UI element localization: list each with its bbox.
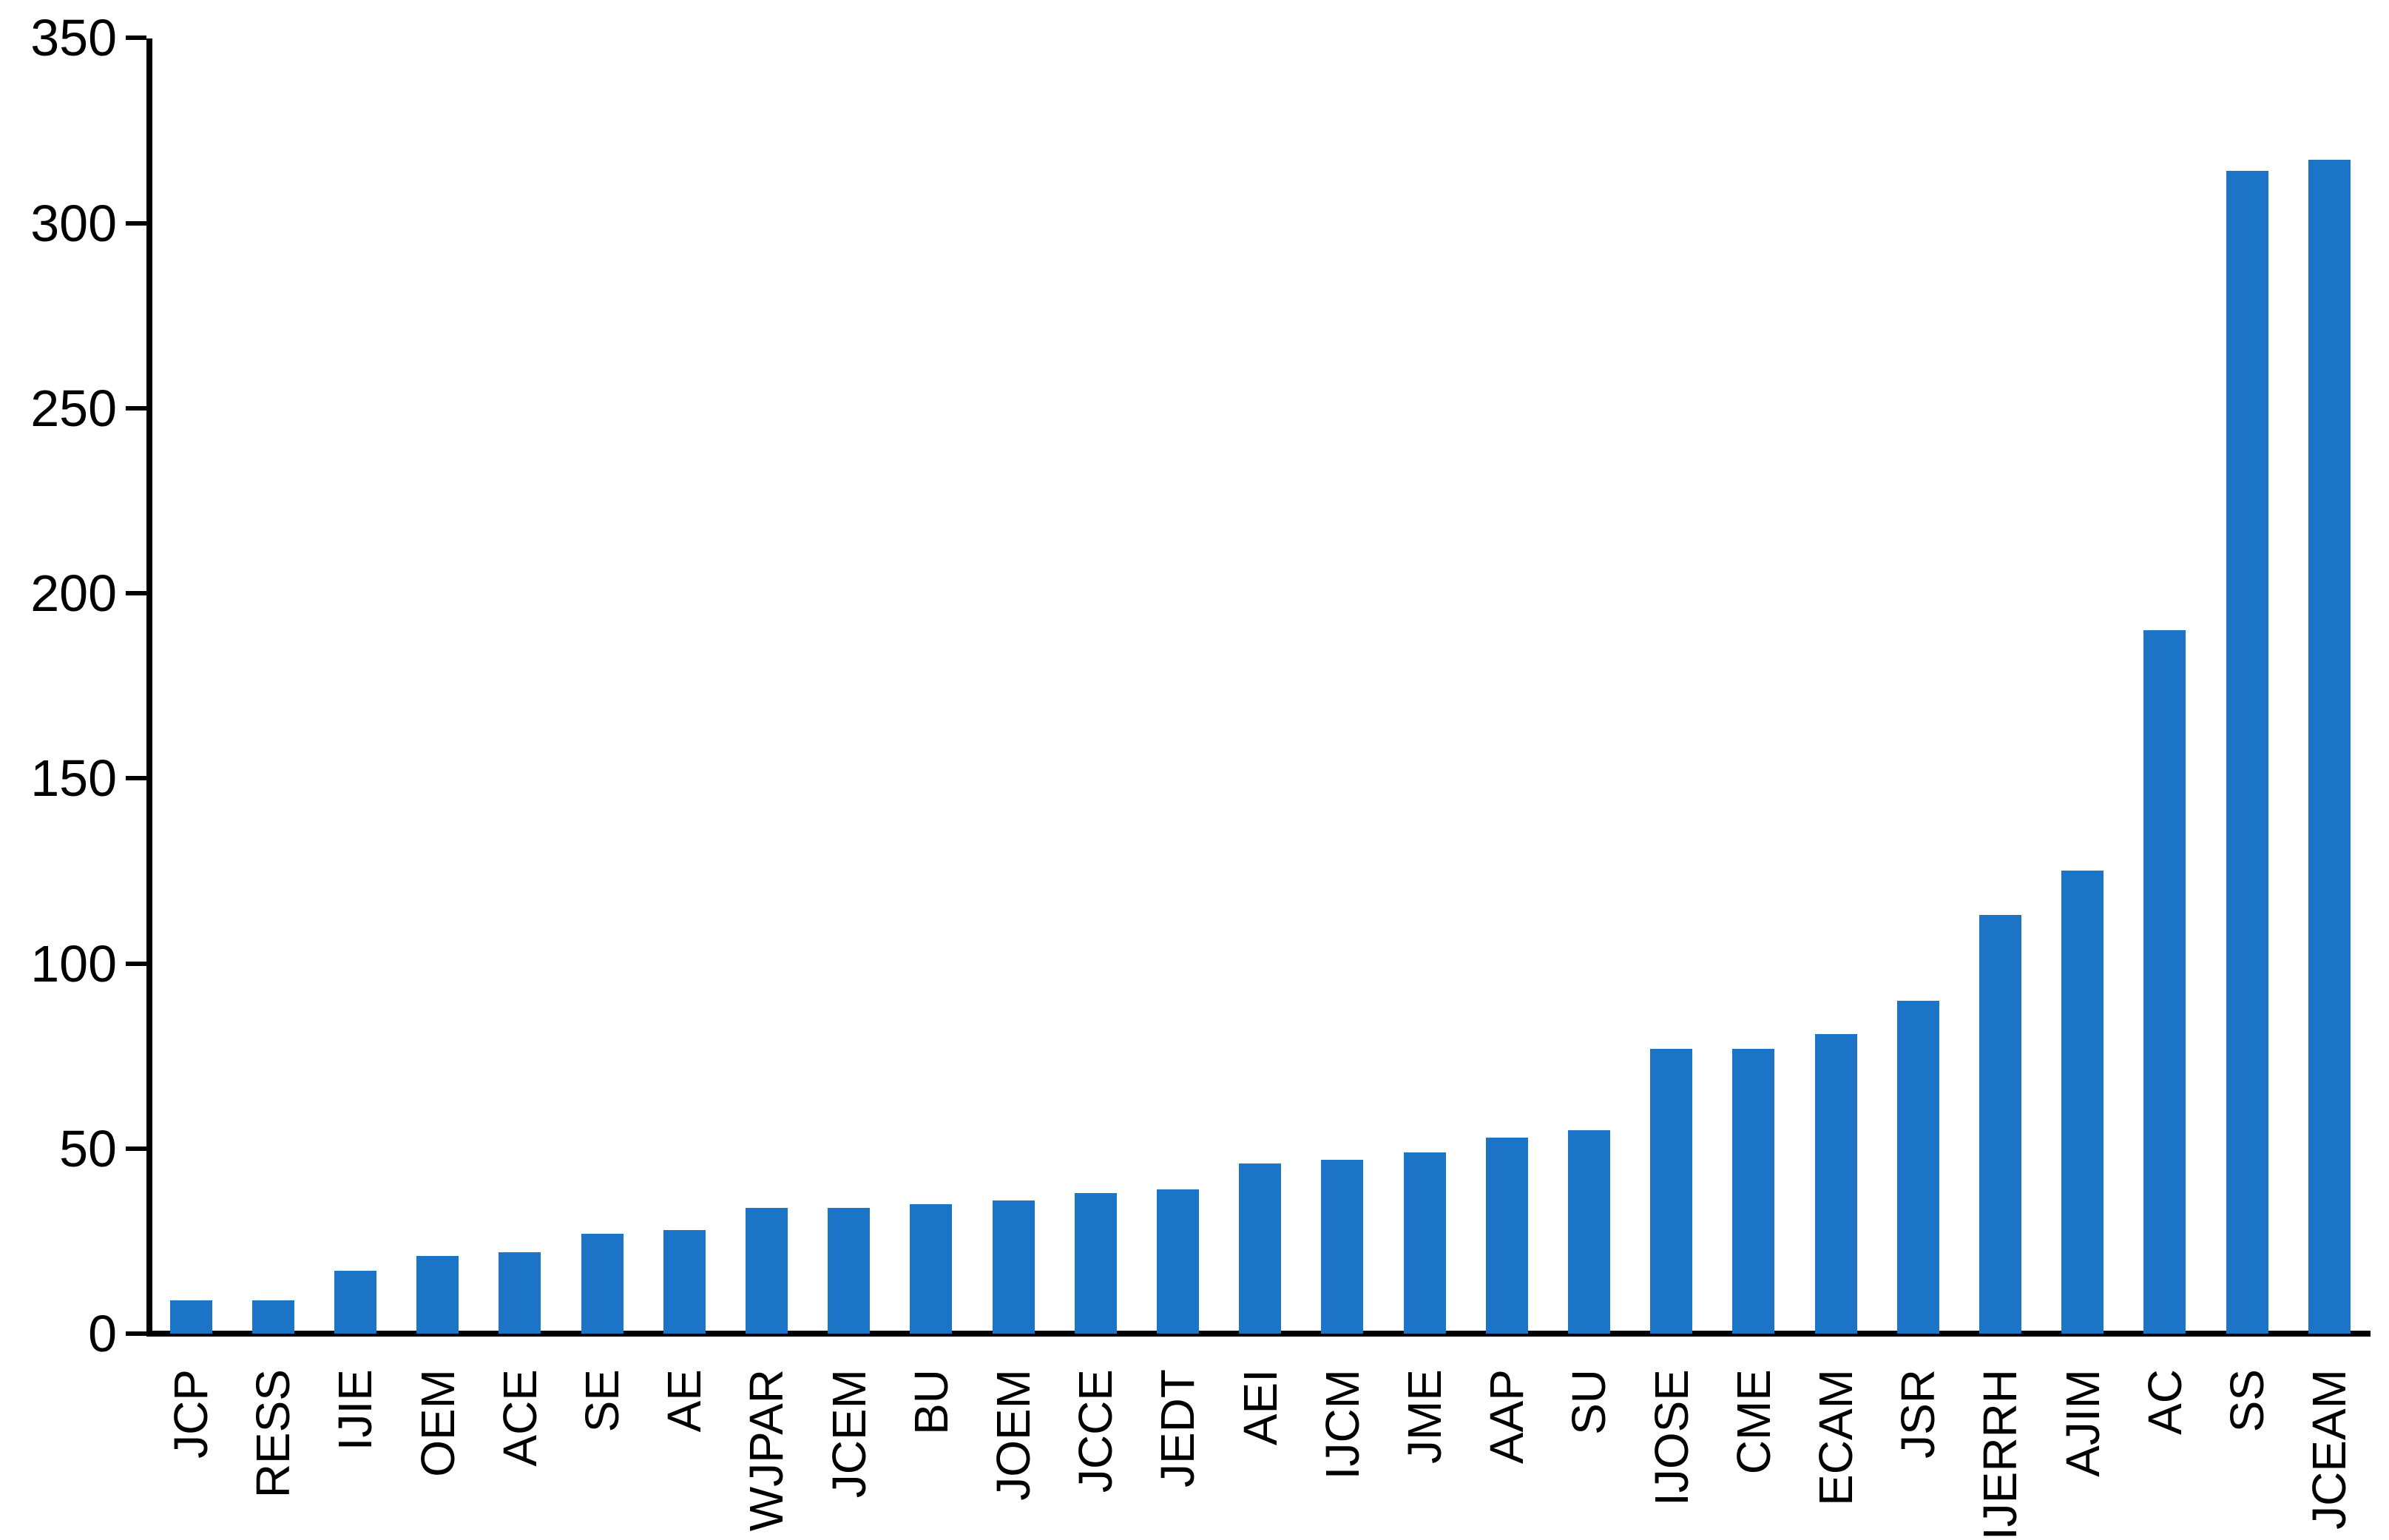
x-category-label: BU: [905, 1369, 958, 1435]
bar-cme: [1732, 1049, 1774, 1334]
x-axis-line: [146, 1331, 2371, 1337]
y-tick-label: 0: [88, 1305, 117, 1362]
x-category-label: JCEM: [822, 1369, 876, 1499]
x-category-label: WJPAR: [740, 1369, 793, 1532]
bar-ijose: [1650, 1049, 1692, 1334]
y-tick-label: 250: [30, 379, 117, 437]
bar-se: [581, 1234, 624, 1334]
x-category-label: IJERRH: [1973, 1369, 2027, 1540]
x-category-label: AAP: [1480, 1369, 1533, 1465]
bar-ace: [499, 1252, 541, 1334]
y-tick-label: 300: [30, 194, 117, 252]
bar-jcce: [1075, 1193, 1117, 1334]
x-category-label: JCEAM: [2302, 1369, 2356, 1530]
bar-ae: [663, 1230, 706, 1334]
bar-joem: [993, 1200, 1035, 1334]
y-tick: [126, 1146, 146, 1151]
y-tick: [126, 405, 146, 411]
bar-ress: [252, 1300, 294, 1334]
bar-su: [1568, 1130, 1610, 1334]
x-category-label: IJOSE: [1645, 1369, 1698, 1506]
y-tick: [126, 220, 146, 226]
bar-wjpar: [746, 1208, 788, 1334]
x-category-label: AJIM: [2056, 1369, 2109, 1477]
x-category-label: JCCE: [1069, 1369, 1122, 1493]
y-tick-label: 350: [30, 9, 117, 67]
x-category-label: AE: [658, 1369, 711, 1433]
bar-aei: [1239, 1164, 1281, 1334]
bar-ac: [2143, 630, 2186, 1334]
bar-aap: [1486, 1138, 1528, 1334]
bar-jedt: [1157, 1189, 1199, 1334]
x-category-label: JEDT: [1151, 1369, 1204, 1487]
y-tick-label: 200: [30, 564, 117, 622]
x-category-label: JCP: [164, 1369, 217, 1459]
x-category-label: SU: [1562, 1369, 1615, 1435]
bar-ajim: [2061, 871, 2104, 1334]
bar-jcem: [828, 1208, 870, 1334]
bar-ijcm: [1321, 1160, 1363, 1334]
bar-ijerrh: [1979, 915, 2021, 1334]
bar-ss: [2226, 171, 2268, 1334]
y-tick: [126, 776, 146, 781]
x-category-label: OEM: [411, 1369, 464, 1477]
x-category-label: ECAM: [1809, 1369, 1862, 1506]
bar-jme: [1404, 1152, 1446, 1334]
bar-jcp: [170, 1300, 212, 1334]
x-category-label: JME: [1398, 1369, 1451, 1464]
y-tick-label: 150: [30, 749, 117, 808]
bar-bu: [910, 1204, 952, 1334]
bar-oem: [416, 1256, 459, 1334]
bar-ijie: [334, 1271, 376, 1334]
x-category-label: RESS: [246, 1369, 300, 1499]
y-tick: [126, 1331, 146, 1336]
x-category-label: SE: [575, 1369, 629, 1433]
y-axis-line: [146, 38, 152, 1337]
x-category-label: JSR: [1891, 1369, 1944, 1459]
x-category-label: ACE: [493, 1369, 547, 1467]
x-category-label: AEI: [1234, 1369, 1287, 1446]
x-category-label: IJCM: [1316, 1369, 1369, 1480]
y-tick: [126, 36, 146, 41]
bar-jsr: [1897, 1001, 1939, 1334]
y-tick: [126, 961, 146, 966]
x-category-label: IJIE: [328, 1369, 382, 1451]
y-tick-label: 100: [30, 934, 117, 993]
x-category-label: SS: [2220, 1369, 2274, 1433]
bar-jceam: [2308, 160, 2351, 1334]
x-category-label: AC: [2138, 1369, 2192, 1435]
x-category-label: JOEM: [987, 1369, 1040, 1501]
bar-ecam: [1815, 1034, 1857, 1334]
y-tick: [126, 591, 146, 595]
x-category-label: CME: [1727, 1369, 1780, 1475]
y-tick-label: 50: [59, 1119, 117, 1178]
